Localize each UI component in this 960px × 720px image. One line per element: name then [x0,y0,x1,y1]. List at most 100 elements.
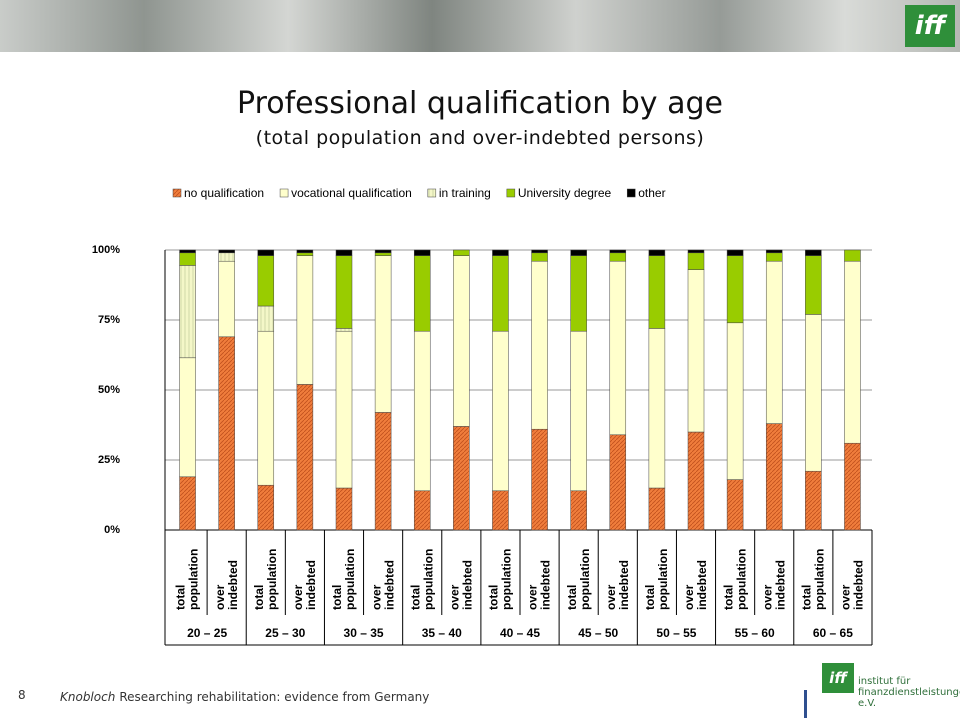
bar-segment [413,255,431,332]
x-tick-label: indebted [461,560,475,610]
bar-segment [257,255,275,307]
y-tick-label: 50% [98,384,120,396]
group-label: 50 – 55 [656,626,696,640]
legend-label: in training [439,186,491,200]
bar-segment [805,249,822,256]
bar-segment [257,330,275,486]
y-tick-label: 25% [98,454,120,466]
logo: iff [905,5,955,47]
x-tick-label: indebted [382,560,396,610]
group-label: 35 – 40 [422,626,462,640]
bar-segment [648,487,666,531]
x-tick-label: total [721,585,735,610]
bar-segment [844,249,861,262]
group-label: 20 – 25 [187,626,227,640]
bar-segment [179,252,196,266]
bar-segment [453,249,470,256]
bar-segment [570,255,587,332]
bar-segment [413,249,431,256]
bar-segment [335,328,353,332]
bar-segment [413,330,431,492]
bar-segment [257,249,275,256]
legend-label: vocational qualification [291,186,412,200]
x-tick-label: over [839,584,853,610]
bar-segment [687,252,705,270]
bar-segment [609,249,627,254]
org-logo: iff [822,663,854,693]
x-tick-label: total [565,585,579,610]
x-tick-label: population [578,549,592,610]
bar-segment [805,314,822,472]
bar-segment [726,255,744,324]
bar-segment [609,434,627,531]
x-tick-label: population [656,549,670,610]
bar-segment [335,255,353,329]
bar-segment [492,249,509,256]
legend-label: no qualification [184,186,264,200]
bar-segment [570,490,587,531]
group-label: 25 – 30 [265,626,305,640]
bar-segment [726,322,744,480]
x-tick-label: indebted [695,560,709,610]
bar-segment [179,265,196,359]
bar-segment [374,412,392,531]
bar-segment [531,249,548,254]
bar-segment [335,487,353,531]
bar-segment [296,384,314,531]
legend-swatch [279,188,289,198]
x-tick-label: population [265,549,279,610]
bar-segment [374,255,392,413]
y-tick-label: 75% [98,314,120,326]
x-tick-label: population [734,549,748,610]
footer-text: Researching rehabilitation: evidence fro… [119,690,430,704]
y-tick-label: 100% [92,244,120,256]
x-tick-label: over [291,584,305,610]
footer-bar [804,690,807,718]
x-tick-label: population [187,549,201,610]
x-tick-label: over [526,584,540,610]
legend-label: University degree [518,186,612,200]
x-tick-label: population [813,549,827,610]
x-tick-label: indebted [773,560,787,610]
group-label: 60 – 65 [813,626,853,640]
bar-segment [335,249,353,256]
group-label: 40 – 45 [500,626,540,640]
group-label: 55 – 60 [735,626,775,640]
chart: 0%25%50%75%100%total population over indebt… [92,186,873,646]
bar-segment [374,252,392,256]
bar-segment [296,249,314,254]
chart-title: Professional qualification by age [237,86,723,121]
x-tick-label: total [408,585,422,610]
y-tick-label: 0% [104,524,120,536]
legend-swatch [427,188,437,198]
x-tick-label: indebted [617,560,631,610]
bar-segment [492,490,509,531]
bar-segment [609,252,627,262]
x-tick-label: indebted [539,560,553,610]
bar-segment [609,260,627,436]
author: Knobloch [60,690,116,704]
x-tick-label: over [448,584,462,610]
bar-segment [179,357,196,478]
bar-segment [687,269,705,433]
bar-segment [687,431,705,531]
bar-segment [296,255,314,385]
bar-segment [726,479,744,531]
legend-swatch [626,188,636,198]
org-name: institut fürfinanzdienstleistungen e.V. [858,676,960,709]
bar-segment [257,484,275,531]
bar-segment [765,249,783,254]
x-tick-label: total [800,585,814,610]
bar-segment [179,476,196,531]
bar-segment [413,490,431,531]
x-tick-label: total [643,585,657,610]
bar-segment [570,330,587,492]
bar-segment [570,249,587,256]
bar-segment [844,442,861,531]
bar-segment [374,249,392,254]
org-line: finanzdienstleistungen e.V. [858,687,960,709]
group-label: 30 – 35 [344,626,384,640]
x-tick-label: population [500,549,514,610]
chart-subtitle: (total population and over-indebted pers… [255,127,705,149]
